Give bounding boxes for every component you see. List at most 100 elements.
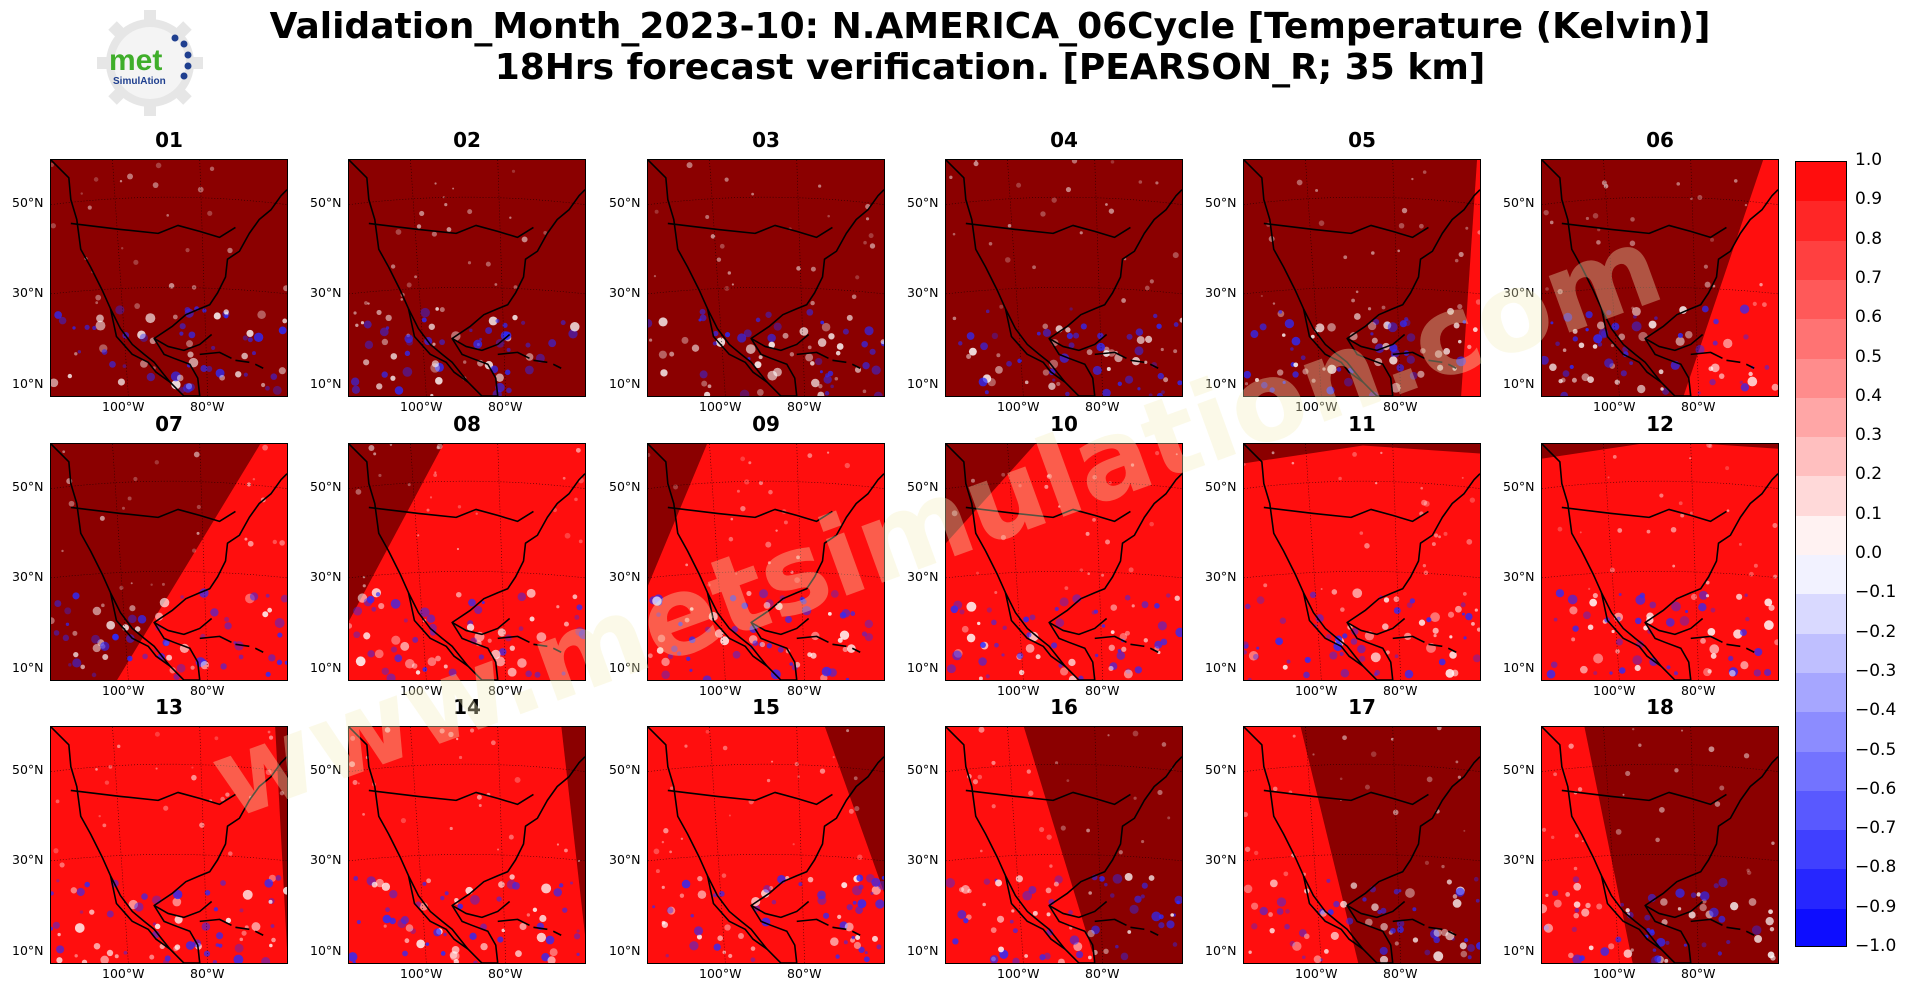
coastlines: [349, 727, 585, 963]
latitude-tick-label: 10°N: [12, 660, 44, 675]
coastlines: [648, 160, 884, 396]
longitude-tick-label: 80°W: [787, 399, 822, 414]
correlation-map-panel: [50, 726, 288, 964]
graticule: [648, 444, 884, 680]
graticule: [349, 444, 585, 680]
graticule: [51, 160, 287, 396]
valid-forecast-region: [349, 444, 585, 680]
graticule: [1244, 727, 1480, 963]
correlation-map-panel: [945, 159, 1183, 397]
longitude-tick-label: 80°W: [1085, 683, 1120, 698]
colorbar-tick-label: −0.2: [1855, 621, 1897, 642]
colorbar-tick-label: −0.6: [1855, 778, 1897, 799]
low-correlation-speckles: [350, 169, 580, 396]
coastlines: [51, 160, 287, 396]
longitude-tick-label: 80°W: [1085, 399, 1120, 414]
longitude-tick-label: 100°W: [102, 399, 145, 414]
latitude-tick-label: 50°N: [12, 479, 44, 494]
panel-title: 02: [453, 128, 481, 152]
correlation-map-panel: [647, 159, 885, 397]
graticule: [648, 160, 884, 396]
colorbar-segment: [1796, 633, 1846, 674]
panel-title: 07: [155, 412, 183, 436]
latitude-tick-label: 50°N: [12, 762, 44, 777]
latitude-tick-label: 50°N: [907, 762, 939, 777]
colorbar-segment: [1796, 830, 1846, 871]
latitude-tick-label: 50°N: [12, 195, 44, 210]
colorbar-segment: [1796, 437, 1846, 478]
latitude-tick-label: 30°N: [310, 852, 342, 867]
longitude-tick-label: 80°W: [1681, 683, 1716, 698]
colorbar-segment: [1796, 358, 1846, 399]
colorbar-tick-label: −0.1: [1855, 582, 1897, 603]
latitude-tick-label: 10°N: [609, 376, 641, 391]
low-correlation-speckles: [648, 162, 884, 396]
colorbar-tick-label: −0.9: [1855, 896, 1897, 917]
panel-title: 11: [1348, 412, 1376, 436]
graticule: [946, 727, 1182, 963]
correlation-map-panel: [348, 443, 586, 681]
colorbar-segment: [1796, 279, 1846, 321]
coastlines: [51, 727, 287, 963]
latitude-tick-label: 50°N: [609, 762, 641, 777]
longitude-tick-label: 100°W: [1295, 683, 1338, 698]
correlation-map-panel: [1541, 159, 1779, 397]
low-correlation-speckles: [51, 162, 287, 395]
low-correlation-speckles: [349, 444, 585, 680]
colorbar-tick-label: 0.4: [1855, 385, 1883, 406]
low-correlation-speckles: [1542, 179, 1778, 396]
page-title: Validation_Month_2023-10: N.AMERICA_06Cy…: [190, 6, 1790, 88]
panel-title: 18: [1646, 695, 1674, 719]
longitude-tick-label: 80°W: [488, 683, 523, 698]
latitude-tick-label: 10°N: [1205, 660, 1237, 675]
low-correlation-speckles: [1244, 451, 1480, 680]
latitude-tick-label: 10°N: [12, 376, 44, 391]
low-correlation-speckles: [949, 160, 1182, 396]
graticule: [1542, 727, 1778, 963]
colorbar-segment: [1796, 162, 1846, 203]
correlation-map-panel: [945, 726, 1183, 964]
latitude-tick-label: 10°N: [310, 660, 342, 675]
colorbar-tick-label: −0.3: [1855, 660, 1897, 681]
latitude-tick-label: 50°N: [1503, 762, 1535, 777]
valid-forecast-region: [349, 727, 585, 963]
panel-title: 04: [1050, 128, 1078, 152]
logo-text-sub: SimulAtion: [113, 76, 166, 87]
latitude-tick-label: 50°N: [1503, 479, 1535, 494]
colorbar-tick-label: −1.0: [1855, 936, 1897, 956]
colorbar-tick-label: 1.0: [1855, 150, 1883, 170]
latitude-tick-label: 50°N: [609, 195, 641, 210]
latitude-tick-label: 30°N: [12, 852, 44, 867]
latitude-tick-label: 30°N: [1503, 852, 1535, 867]
coastlines: [1244, 727, 1480, 963]
latitude-tick-label: 30°N: [1205, 852, 1237, 867]
latitude-tick-label: 10°N: [12, 943, 44, 958]
latitude-tick-label: 50°N: [1205, 479, 1237, 494]
latitude-tick-label: 50°N: [907, 195, 939, 210]
correlation-map-panel: [348, 726, 586, 964]
colorbar-tick-label: 0.9: [1855, 189, 1883, 210]
colorbar-tick-label: 0.0: [1855, 543, 1883, 563]
logo-text-main: met: [109, 44, 162, 77]
coastlines: [946, 160, 1182, 396]
panel-title: 12: [1646, 412, 1674, 436]
colorbar-segment: [1796, 712, 1846, 753]
colorbar-tick-label: 0.5: [1855, 346, 1883, 367]
longitude-tick-label: 80°W: [190, 683, 225, 698]
graticule: [1542, 160, 1778, 396]
longitude-tick-label: 80°W: [1681, 399, 1716, 414]
panel-title: 17: [1348, 695, 1376, 719]
low-correlation-speckles: [946, 727, 1182, 963]
correlation-map-panel: [1243, 443, 1481, 681]
coastlines: [648, 727, 884, 963]
colorbar-segment: [1796, 908, 1846, 946]
latitude-tick-label: 30°N: [310, 285, 342, 300]
coastlines: [946, 444, 1182, 680]
title-line-2: 18Hrs forecast verification. [PEARSON_R;…: [494, 47, 1486, 88]
colorbar-segment: [1796, 240, 1846, 281]
latitude-tick-label: 30°N: [907, 569, 939, 584]
low-correlation-speckles: [652, 729, 884, 963]
longitude-tick-label: 100°W: [997, 399, 1040, 414]
low-correlation-speckles: [946, 451, 1182, 680]
colorbar-segment: [1796, 751, 1846, 792]
